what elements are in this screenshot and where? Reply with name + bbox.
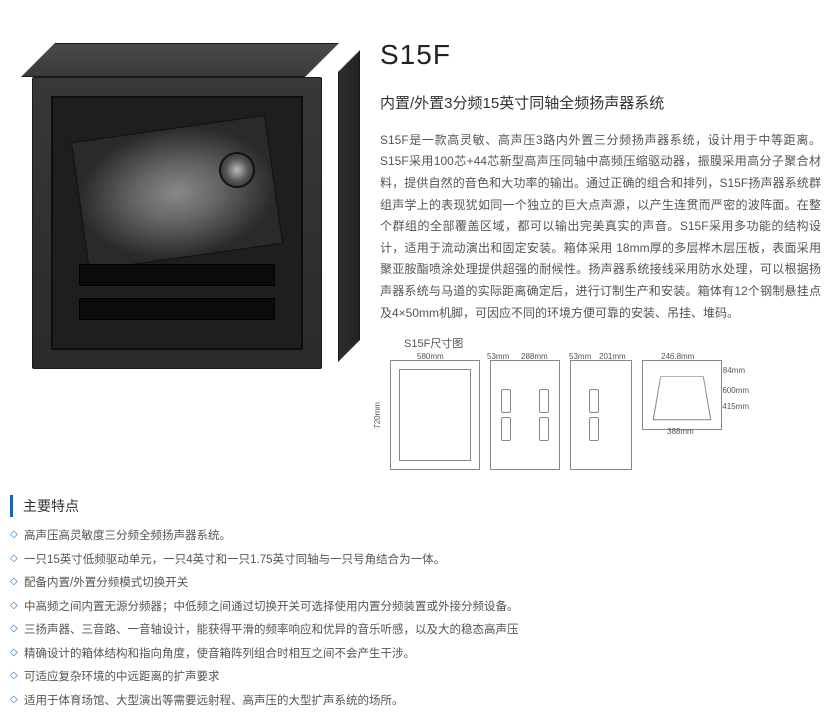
feature-item: 中高频之间内置无源分频器；中低频之间通过切换开关可选择使用内置分频装置或外接分频… (10, 596, 816, 620)
feature-item: 三扬声器、三音路、一音轴设计，能获得平滑的频率响应和优异的音乐听感，以及大的稳态… (10, 619, 816, 643)
dim-front-width: 580mm (417, 351, 444, 364)
product-image (10, 15, 350, 385)
page-container: S15F 内置/外置3分频15英寸同轴全频扬声器系统 S15F是一款高灵敏、高声… (0, 0, 826, 485)
dim-top-w: 246.8mm (661, 351, 694, 364)
product-model: S15F (380, 33, 821, 78)
feature-item: 一只15英寸低频驱动单元，一只4英寸和一只1.75英寸同轴与一只号角结合为一体。 (10, 549, 816, 573)
dim-h2: 600mm (722, 385, 749, 398)
feature-item: 精确设计的箱体结构和指向角度，使音箱阵列组合时相互之间不会产生干涉。 (10, 643, 816, 667)
dim-front-view: 580mm 720mm (390, 360, 480, 470)
dim-back-view: 53mm 288mm (490, 360, 560, 470)
dim-h3: 415mm (722, 401, 749, 414)
feature-item: 适用于体育场馆、大型演出等需要远射程、高声压的大型扩声系统的场所。 (10, 690, 816, 714)
dim-top-d: 84mm (723, 365, 745, 378)
features-section: 主要特点 高声压高灵敏度三分频全频扬声器系统。 一只15英寸低频驱动单元，一只4… (0, 485, 826, 718)
right-column: S15F 内置/外置3分频15英寸同轴全频扬声器系统 S15F是一款高灵敏、高声… (365, 10, 821, 475)
feature-item: 配备内置/外置分频模式切换开关 (10, 572, 816, 596)
dim-top-view: 246.8mm 84mm 388mm 600mm 415mm (642, 360, 722, 430)
features-list: 高声压高灵敏度三分频全频扬声器系统。 一只15英寸低频驱动单元，一只4英寸和一只… (10, 525, 816, 713)
product-description: S15F是一款高灵敏、高声压3路内外置三分频扬声器系统，设计用于中等距离。S15… (380, 130, 821, 324)
features-heading: 主要特点 (10, 495, 816, 517)
dim-side-w2: 201mm (599, 351, 626, 364)
left-column (5, 10, 365, 475)
product-subtitle: 内置/外置3分频15英寸同轴全频扬声器系统 (380, 92, 821, 116)
dim-back-w1: 53mm (487, 351, 509, 364)
feature-item: 高声压高灵敏度三分频全频扬声器系统。 (10, 525, 816, 549)
feature-item: 可适应复杂环境的中远距离的扩声要求 (10, 666, 816, 690)
dimension-diagrams: 580mm 720mm 53mm 288mm 53mm 201mm 24 (390, 360, 821, 470)
dim-side-view: 53mm 201mm (570, 360, 632, 470)
dim-top-d2: 388mm (667, 426, 694, 439)
dim-back-w2: 288mm (521, 351, 548, 364)
dim-front-height: 720mm (372, 402, 385, 429)
dim-side-w1: 53mm (569, 351, 591, 364)
